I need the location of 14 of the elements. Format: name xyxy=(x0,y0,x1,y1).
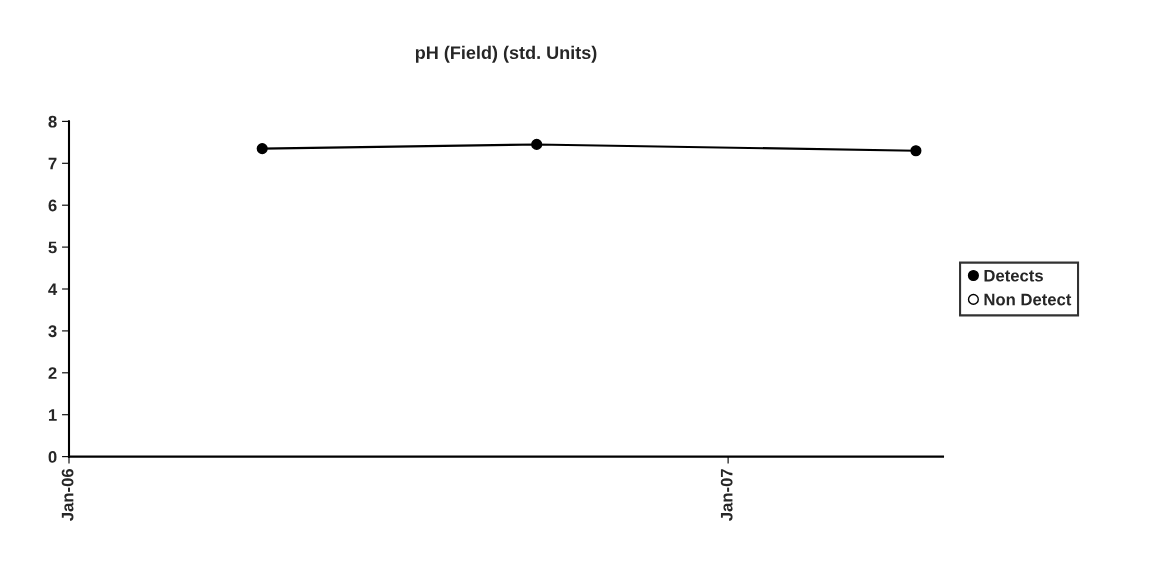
legend-label: Detects xyxy=(984,269,1043,282)
y-tick-label: 0 xyxy=(48,451,57,463)
chart-title: pH (Field) (std. Units) xyxy=(415,45,597,63)
y-tick-label: 7 xyxy=(48,157,57,170)
x-tick-label: Jan-07 xyxy=(720,469,733,521)
y-tick-label: 5 xyxy=(48,241,57,254)
y-tick-label: 1 xyxy=(48,409,57,421)
legend-label: Non Detect xyxy=(984,293,1072,306)
y-tick-label: 6 xyxy=(48,199,57,212)
x-tick-label: Jan-06 xyxy=(61,469,74,521)
y-tick-label: 8 xyxy=(48,115,57,128)
y-tick-label: 2 xyxy=(48,367,57,379)
y-tick-label: 3 xyxy=(48,325,57,338)
y-tick-label: 4 xyxy=(48,283,58,296)
